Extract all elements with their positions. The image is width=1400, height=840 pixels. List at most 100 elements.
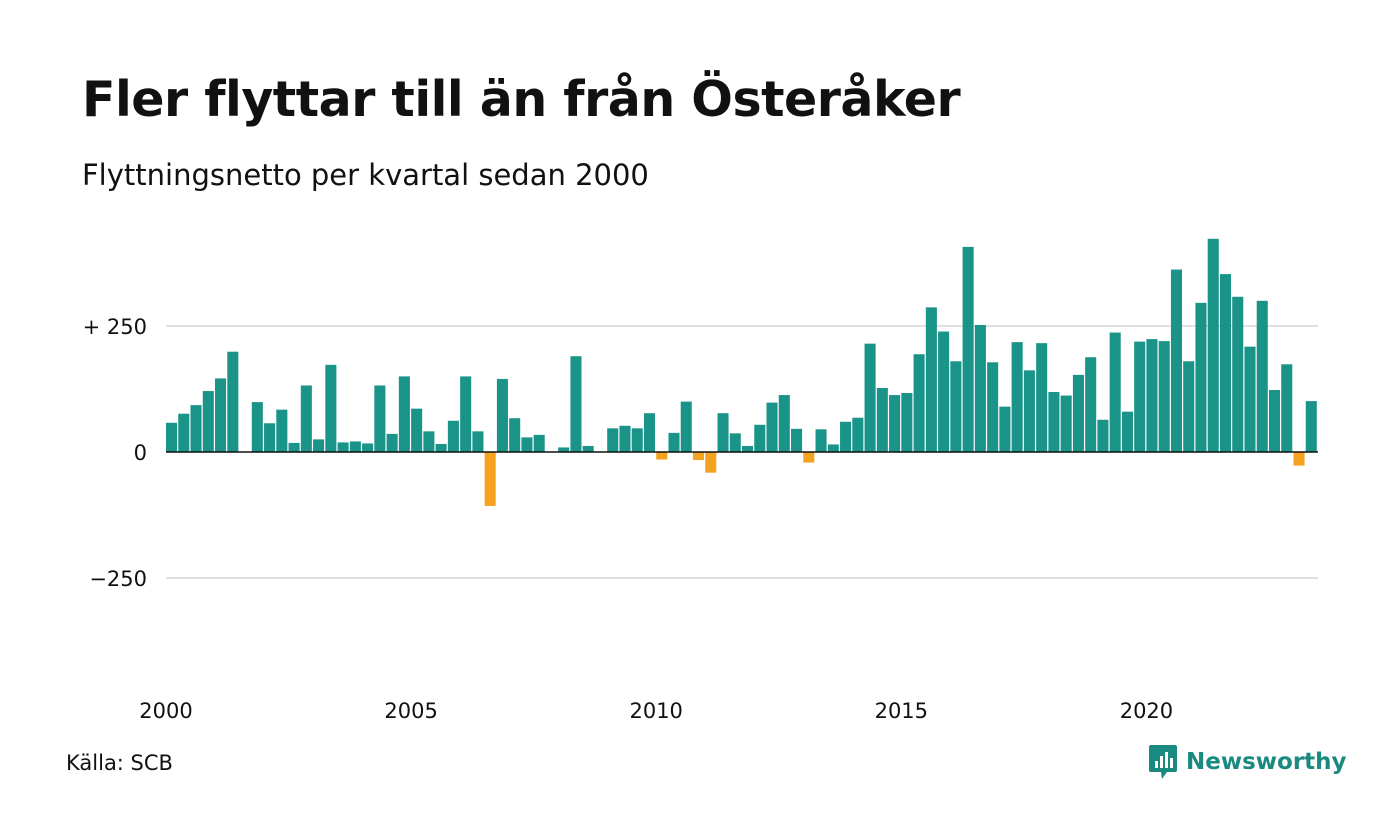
bar-2004-k1 xyxy=(362,443,374,452)
bar-2005-k2 xyxy=(423,431,435,452)
bar-2013-k1 xyxy=(803,452,815,463)
bar-2015-k1 xyxy=(901,393,913,452)
bar-2016-k1 xyxy=(950,361,962,452)
x-tick-label: 2000 xyxy=(139,699,192,723)
bar-2021-k3 xyxy=(1219,274,1232,452)
bar-2012-k3 xyxy=(778,395,790,452)
bar-2002-k4 xyxy=(300,385,312,452)
bar-2005-k1 xyxy=(411,408,423,452)
bar-2010-k1 xyxy=(656,452,668,460)
newsworthy-logo-icon xyxy=(1149,745,1177,779)
chart-title: Fler flyttar till än från Österåker xyxy=(82,71,961,128)
bar-2004-k3 xyxy=(386,433,398,452)
x-tick-label: 2010 xyxy=(629,699,682,723)
bar-2020-k1 xyxy=(1146,339,1158,452)
bar-2019-k3 xyxy=(1121,411,1133,452)
bar-2000-k3 xyxy=(190,405,202,452)
bar-2021-k4 xyxy=(1232,296,1244,452)
bar-2012-k4 xyxy=(791,428,803,452)
bar-2022-k4 xyxy=(1281,364,1293,452)
y-tick-label: 0 xyxy=(134,441,147,465)
bar-2018-k2 xyxy=(1060,395,1072,452)
bar-2022-k1 xyxy=(1244,346,1256,452)
bar-2008-k3 xyxy=(582,445,594,452)
bar-2001-k2 xyxy=(227,351,239,452)
bar-2006-k4 xyxy=(496,378,508,452)
bar-2001-k1 xyxy=(215,378,227,452)
bar-2021-k1 xyxy=(1195,302,1207,452)
bar-2009-k4 xyxy=(643,413,656,452)
bar-2011-k3 xyxy=(729,433,741,452)
bar-2011-k1 xyxy=(705,452,717,473)
bar-2014-k2 xyxy=(864,343,876,452)
bar-2016-k2 xyxy=(962,246,974,452)
bar-2001-k4 xyxy=(251,402,263,452)
bar-2014-k4 xyxy=(889,395,901,452)
bar-2023-k1 xyxy=(1293,452,1305,466)
bar-2018-k1 xyxy=(1048,392,1060,452)
bar-2000-k2 xyxy=(178,413,190,452)
bar-2007-k2 xyxy=(521,437,533,452)
bar-2016-k4 xyxy=(987,362,999,452)
bar-2009-k3 xyxy=(631,428,643,452)
bar-2022-k2 xyxy=(1256,300,1268,452)
x-tick-label: 2005 xyxy=(384,699,437,723)
bar-2003-k3 xyxy=(337,442,349,452)
bar-2006-k3 xyxy=(484,452,496,506)
bar-2019-k2 xyxy=(1109,332,1121,452)
bar-2004-k2 xyxy=(374,385,386,452)
bar-2008-k2 xyxy=(570,356,582,452)
bar-2018-k4 xyxy=(1085,357,1097,452)
bar-2010-k3 xyxy=(680,401,692,452)
bars xyxy=(166,238,1317,506)
bar-2005-k4 xyxy=(447,420,459,452)
axes: + 250 0 −250 2000 2005 2010 2015 2020 xyxy=(83,315,1318,723)
x-tick-label: 2020 xyxy=(1120,699,1173,723)
bar-2015-k3 xyxy=(925,307,937,452)
bar-2006-k1 xyxy=(460,376,472,452)
y-tick-label: + 250 xyxy=(83,315,147,339)
bar-2022-k3 xyxy=(1268,390,1281,452)
bar-2013-k3 xyxy=(827,444,839,452)
bar-2005-k3 xyxy=(435,443,447,452)
bar-2019-k1 xyxy=(1097,419,1109,452)
bar-2000-k4 xyxy=(202,391,214,452)
bar-2015-k4 xyxy=(938,331,950,452)
bar-2015-k2 xyxy=(913,354,925,452)
bar-2012-k2 xyxy=(766,402,778,452)
bar-2000-k1 xyxy=(166,422,178,452)
bar-2007-k1 xyxy=(509,418,521,452)
bar-2009-k2 xyxy=(619,425,631,452)
bar-2013-k2 xyxy=(815,429,827,452)
bar-2002-k2 xyxy=(276,409,288,452)
bar-2011-k4 xyxy=(742,445,754,452)
chart-subtitle: Flyttningsnetto per kvartal sedan 2000 xyxy=(82,158,649,192)
bar-2020-k3 xyxy=(1170,269,1182,452)
bar-2012-k1 xyxy=(754,424,766,452)
bar-2014-k3 xyxy=(876,387,888,452)
bar-2017-k2 xyxy=(1011,342,1023,452)
brand-name: Newsworthy xyxy=(1186,749,1347,775)
bar-2017-k1 xyxy=(999,406,1011,452)
bar-2002-k1 xyxy=(264,423,276,452)
brand-logo: Newsworthy xyxy=(1148,744,1347,780)
bar-2008-k1 xyxy=(558,447,570,452)
bar-2013-k4 xyxy=(840,421,852,452)
bar-2018-k3 xyxy=(1072,374,1084,452)
bar-2007-k3 xyxy=(533,434,545,452)
bar-2003-k4 xyxy=(349,441,361,452)
bar-2017-k4 xyxy=(1036,343,1048,452)
x-tick-label: 2015 xyxy=(875,699,928,723)
bar-2009-k1 xyxy=(607,428,619,452)
bar-2002-k3 xyxy=(288,442,300,452)
bar-2003-k1 xyxy=(313,439,325,452)
bar-2010-k4 xyxy=(692,452,705,461)
bar-2011-k2 xyxy=(717,413,729,452)
bar-2020-k4 xyxy=(1183,361,1195,452)
y-tick-label: −250 xyxy=(89,567,147,591)
bar-2020-k2 xyxy=(1158,341,1170,452)
source-note: Källa: SCB xyxy=(66,751,173,775)
bar-2021-k2 xyxy=(1207,238,1219,452)
bar-2014-k1 xyxy=(852,417,864,452)
